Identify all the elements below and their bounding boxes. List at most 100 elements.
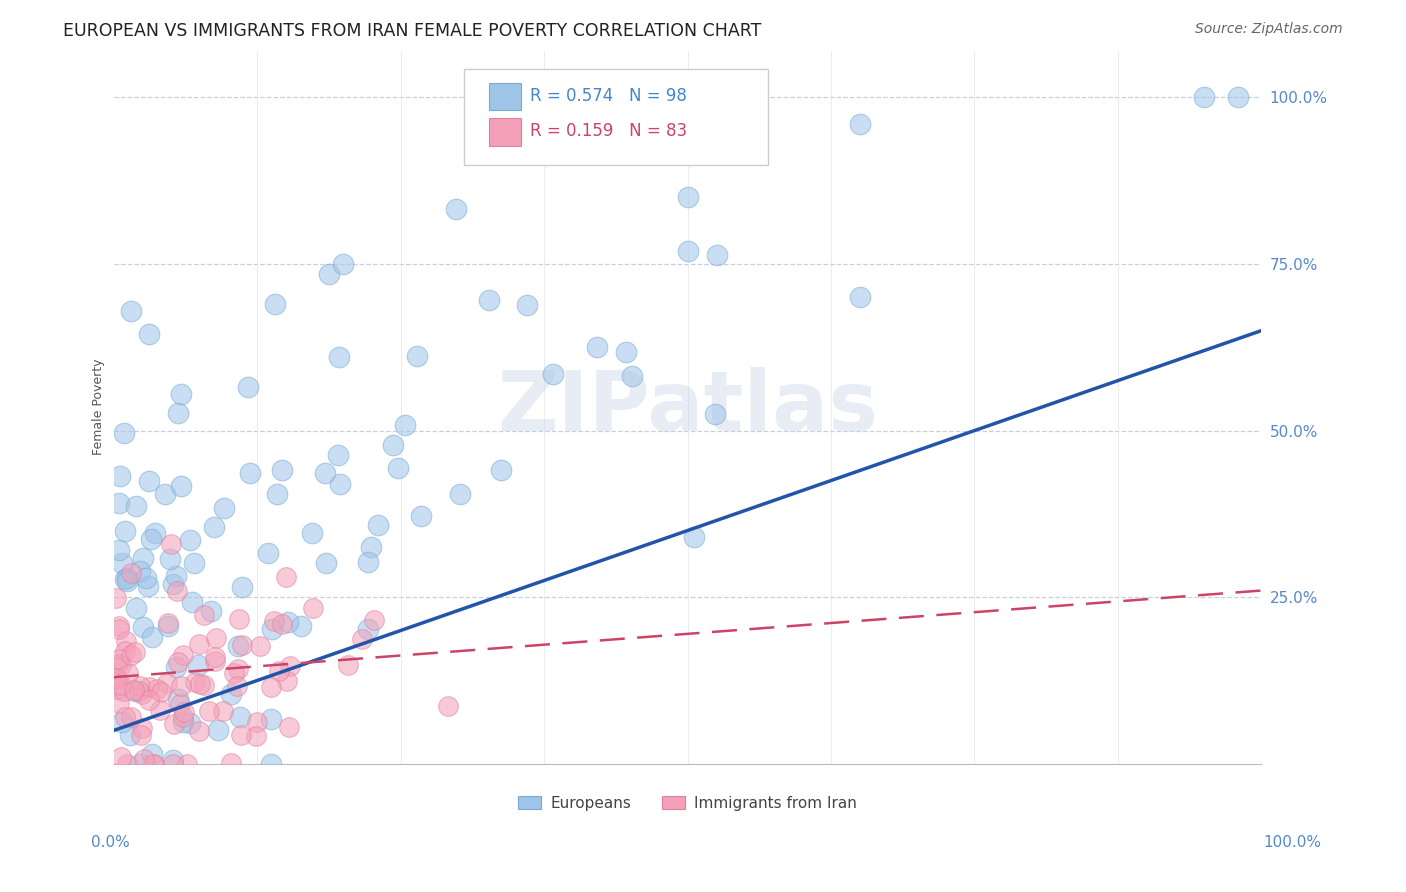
FancyBboxPatch shape: [489, 119, 522, 145]
Point: [107, 657, 129, 671]
Point: [849, 117, 872, 131]
Point: [111, 557, 134, 571]
Point: [274, 570, 297, 584]
Point: [132, 620, 155, 634]
Point: [676, 190, 699, 204]
Point: [114, 644, 136, 658]
Point: [187, 658, 209, 673]
Point: [246, 714, 269, 729]
Point: [117, 666, 139, 681]
Point: [357, 622, 380, 636]
Point: [170, 478, 193, 492]
Point: [271, 617, 294, 632]
Point: [202, 519, 225, 533]
Point: [848, 290, 870, 304]
Point: [112, 683, 135, 698]
Point: [146, 681, 169, 696]
Point: [157, 615, 180, 630]
Point: [128, 564, 150, 578]
Point: [683, 530, 706, 544]
Point: [541, 367, 564, 381]
Point: [172, 648, 194, 662]
Point: [172, 710, 194, 724]
Point: [207, 723, 229, 738]
Point: [350, 632, 373, 646]
Point: [226, 639, 249, 653]
Point: [124, 644, 146, 658]
Point: [267, 664, 290, 678]
Point: [179, 716, 201, 731]
Point: [277, 615, 299, 629]
Point: [156, 676, 179, 690]
Point: [318, 267, 340, 281]
Point: [231, 580, 253, 594]
Point: [444, 202, 467, 217]
Point: [614, 345, 637, 359]
Point: [406, 350, 429, 364]
FancyBboxPatch shape: [464, 69, 768, 165]
Point: [110, 749, 132, 764]
Point: [381, 438, 404, 452]
Point: [278, 719, 301, 733]
Point: [176, 756, 198, 771]
Point: [449, 486, 471, 500]
Point: [226, 662, 249, 676]
Text: 100.0%: 100.0%: [1264, 836, 1322, 850]
Point: [135, 571, 157, 585]
Point: [166, 583, 188, 598]
Point: [143, 756, 166, 771]
Point: [160, 537, 183, 551]
Point: [516, 298, 538, 312]
Point: [138, 327, 160, 342]
Point: [108, 468, 131, 483]
Point: [328, 350, 350, 364]
Point: [110, 657, 132, 672]
Point: [290, 618, 312, 632]
Legend: Europeans, Immigrants from Iran: Europeans, Immigrants from Iran: [512, 789, 863, 817]
FancyBboxPatch shape: [489, 83, 522, 110]
Point: [188, 677, 211, 691]
Point: [259, 712, 281, 726]
Point: [121, 710, 143, 724]
Point: [193, 608, 215, 623]
Point: [301, 526, 323, 541]
Point: [270, 462, 292, 476]
Point: [704, 407, 727, 421]
Point: [125, 601, 148, 615]
Point: [141, 747, 163, 762]
Point: [108, 496, 131, 510]
Point: [114, 709, 136, 723]
Point: [131, 727, 153, 741]
Point: [143, 525, 166, 540]
Point: [172, 715, 194, 730]
Point: [142, 756, 165, 771]
Point: [183, 556, 205, 570]
Point: [706, 248, 728, 262]
Point: [179, 533, 201, 548]
Point: [360, 540, 382, 554]
Point: [128, 756, 150, 771]
Point: [394, 418, 416, 433]
Point: [278, 659, 301, 673]
Point: [170, 679, 193, 693]
Point: [257, 546, 280, 560]
Point: [238, 380, 260, 394]
Point: [132, 550, 155, 565]
Point: [212, 500, 235, 515]
Point: [276, 673, 298, 688]
Point: [239, 466, 262, 480]
Point: [260, 622, 283, 636]
Point: [105, 671, 128, 685]
Point: [138, 680, 160, 694]
Point: [411, 508, 433, 523]
Point: [141, 630, 163, 644]
Point: [212, 704, 235, 718]
Point: [120, 304, 142, 318]
Point: [167, 655, 190, 669]
Point: [170, 387, 193, 401]
Point: [124, 499, 146, 513]
Point: [184, 675, 207, 690]
Point: [131, 721, 153, 735]
Point: [181, 595, 204, 609]
Point: [155, 487, 177, 501]
